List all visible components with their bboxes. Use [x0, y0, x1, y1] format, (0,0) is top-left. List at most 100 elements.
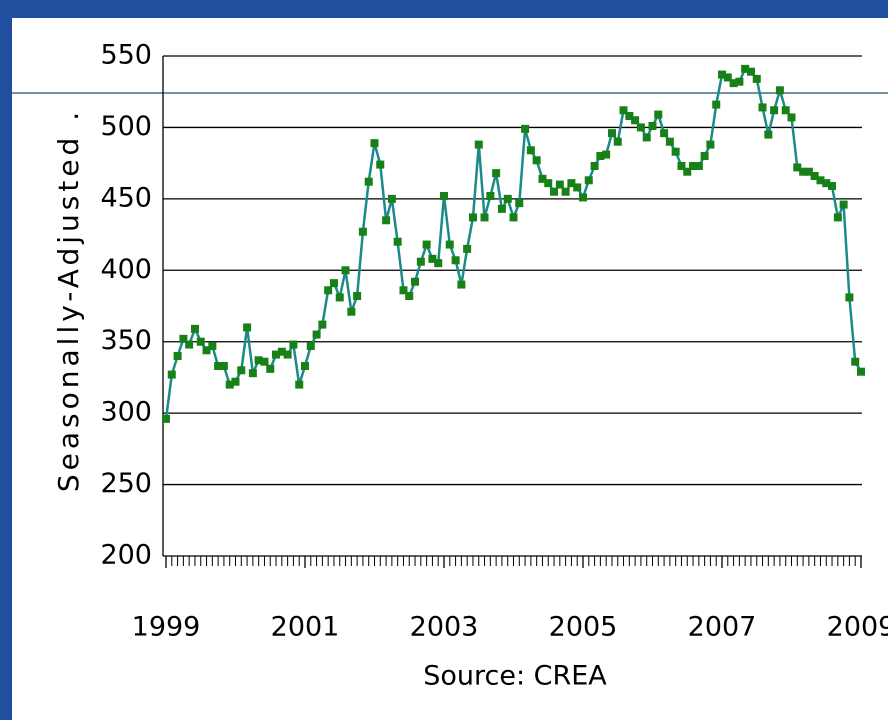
data-point: [283, 350, 292, 359]
data-point: [301, 362, 309, 370]
data-point: [393, 237, 402, 246]
data-point: [665, 137, 674, 146]
y-tick-label: 200: [100, 540, 152, 571]
data-point: [219, 362, 228, 370]
data-point: [515, 199, 524, 208]
data-point: [810, 172, 819, 180]
data-point: [387, 194, 396, 203]
data-point: [335, 293, 344, 302]
data-point: [758, 103, 767, 112]
x-tick-label: 2001: [271, 612, 340, 643]
data-point: [613, 137, 622, 146]
data-point: [793, 163, 802, 172]
data-point: [550, 187, 559, 196]
data-point: [231, 377, 240, 386]
data-point: [277, 347, 286, 356]
data-point: [480, 213, 489, 222]
data-point: [787, 113, 796, 122]
data-point: [434, 259, 443, 268]
data-point: [509, 213, 518, 222]
data-point: [648, 122, 657, 130]
y-tick-label: 500: [100, 111, 152, 142]
data-point: [642, 133, 651, 142]
data-point: [781, 106, 790, 115]
data-point: [190, 324, 199, 333]
data-point: [185, 340, 194, 349]
data-point: [289, 340, 298, 349]
data-point: [607, 129, 616, 138]
data-point: [532, 156, 541, 165]
data-point: [428, 254, 437, 263]
data-point: [486, 192, 495, 200]
data-point: [474, 140, 483, 149]
data-point: [202, 346, 211, 355]
data-point: [555, 180, 564, 189]
data-point: [660, 129, 669, 138]
data-point: [689, 162, 698, 170]
data-point: [706, 140, 715, 149]
data-point: [764, 130, 773, 139]
data-point: [631, 116, 640, 125]
data-point: [341, 266, 350, 275]
data-point: [828, 182, 837, 190]
data-point: [248, 369, 257, 378]
data-point: [845, 293, 854, 302]
data-point: [538, 174, 547, 183]
y-axis-label: Seasonally-Adjusted .: [52, 108, 85, 492]
data-point: [567, 179, 576, 188]
slide-panel: [12, 18, 888, 720]
data-point: [775, 86, 784, 95]
data-point: [839, 200, 848, 209]
x-tick-label: 2009: [827, 612, 888, 643]
y-tick-label: 350: [100, 325, 152, 356]
data-point: [173, 352, 182, 360]
data-point: [497, 204, 506, 213]
data-point: [225, 380, 234, 389]
data-point: [735, 77, 744, 86]
data-point: [416, 257, 425, 266]
data-point: [770, 106, 779, 115]
data-point: [457, 280, 466, 289]
data-point: [411, 277, 420, 286]
data-point: [266, 364, 275, 373]
data-point: [382, 216, 391, 225]
data-point: [162, 414, 170, 423]
data-point: [857, 367, 865, 376]
data-point: [677, 162, 686, 170]
data-point: [399, 286, 408, 295]
y-tick-label: 400: [100, 254, 152, 285]
data-point: [561, 187, 570, 196]
data-point: [445, 240, 454, 249]
data-point: [405, 292, 414, 300]
data-point: [376, 160, 385, 169]
y-tick-label: 550: [100, 40, 152, 71]
x-tick-label: 2007: [688, 612, 757, 643]
data-point: [492, 169, 501, 178]
data-point: [851, 357, 860, 366]
data-point: [746, 67, 755, 76]
data-point: [694, 162, 703, 170]
data-point: [752, 74, 761, 83]
data-point: [318, 320, 327, 329]
data-point: [370, 139, 379, 148]
data-point: [521, 124, 530, 133]
y-tick-label: 300: [100, 397, 152, 428]
data-point: [440, 192, 448, 200]
data-point: [358, 227, 367, 236]
data-point: [683, 167, 692, 176]
data-point: [463, 244, 472, 253]
y-tick-label: 450: [100, 182, 152, 213]
data-point: [364, 177, 373, 186]
data-point: [306, 342, 315, 350]
y-tick-label: 250: [100, 468, 152, 499]
data-point: [619, 106, 628, 115]
data-point: [654, 110, 663, 119]
data-point: [260, 357, 269, 366]
data-point: [353, 292, 362, 300]
data-point: [833, 213, 842, 222]
data-point: [237, 366, 246, 375]
data-point: [544, 179, 553, 188]
data-point: [718, 70, 726, 79]
data-point: [329, 279, 338, 288]
